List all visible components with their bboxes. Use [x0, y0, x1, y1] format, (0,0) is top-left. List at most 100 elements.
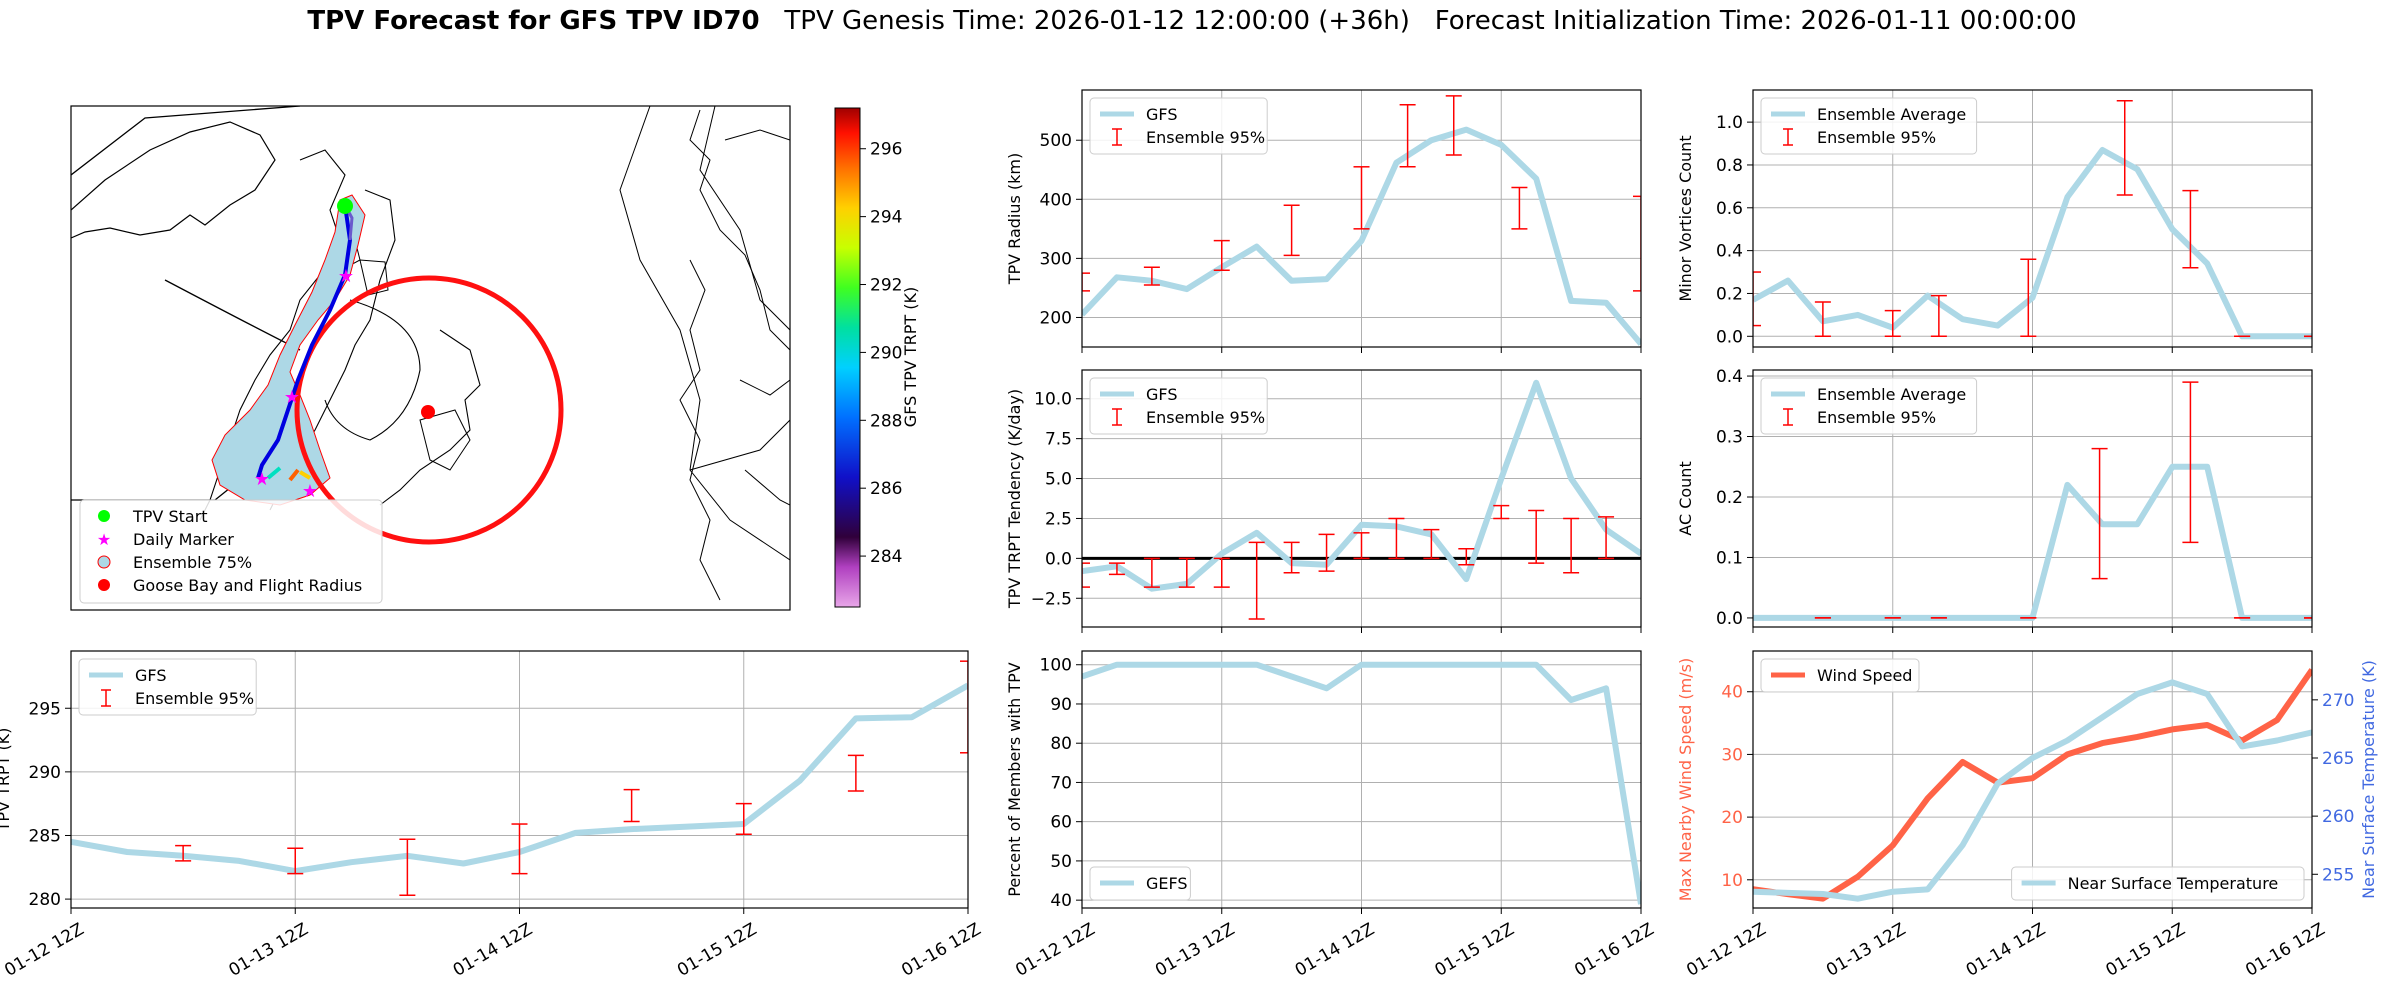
- y-tick-label: 200: [1040, 308, 1072, 328]
- y-tick-label: 70: [1050, 773, 1072, 793]
- legend-label: Wind Speed: [1817, 666, 1912, 685]
- colorbar-tick-label: 284: [870, 547, 902, 567]
- y-tick-label: 0.3: [1716, 428, 1743, 448]
- y-axis-label: TPV TRPT (K): [0, 728, 13, 833]
- y-axis-label: TPV TRPT Tendency (K/day): [1005, 389, 1024, 609]
- plot-area: [1082, 95, 1641, 346]
- plot-area: [1753, 381, 2312, 621]
- gfs-track: [256, 204, 353, 479]
- legend-label: Ensemble Average: [1817, 385, 1966, 404]
- y-axis-label: TPV Radius (km): [1005, 153, 1024, 286]
- trpt-chart: 01-12 12Z 01-13 12Z 01-14 12Z 01-15 12Z 01-1…: [0, 650, 985, 981]
- x-tick-label: 01-12 12Z: [1683, 919, 1769, 980]
- map-legend: TPV Start ★ Daily Marker Ensemble 75% Go…: [79, 499, 383, 604]
- x-tick-label: 01-13 12Z: [225, 919, 311, 980]
- ensemble-track: [266, 466, 282, 480]
- y-tick-label: 10: [1721, 871, 1743, 891]
- daily-marker: ★: [254, 469, 270, 490]
- axes-frame: [70, 650, 969, 909]
- legend-star-icon: ★: [97, 530, 111, 549]
- series-line: [1082, 661, 1641, 905]
- wind-speed-line: [1753, 668, 2312, 902]
- axes-frame: [1081, 89, 1642, 348]
- colorbar-tick-label: 292: [870, 276, 902, 296]
- y-tick-label: 0.6: [1716, 199, 1743, 219]
- newfoundland-coast: [419, 409, 471, 471]
- y-right-tick-label: 270: [2322, 691, 2354, 711]
- members-chart: 01-12 12Z 01-13 12Z 01-14 12Z 01-15 12Z 01-1…: [1005, 650, 1658, 981]
- legend-label: Ensemble 75%: [133, 553, 252, 572]
- legend-tpv-start-icon: [98, 510, 110, 522]
- x-tick-label: 01-12 12Z: [1012, 919, 1098, 980]
- y-tick-label: 0.2: [1716, 488, 1743, 508]
- y-tick-label: 40: [1721, 683, 1743, 703]
- ensemble-track: [288, 468, 300, 482]
- y-tick-label: −2.5: [1031, 589, 1072, 609]
- map-panel: ★ ★ ★ ★ TPV Start ★ Daily Marker Ensembl…: [70, 105, 920, 611]
- border-line: [699, 106, 790, 331]
- colorbar: 284 286 288 290 292 294 296 GFS TPV TRPT (K): [834, 107, 920, 608]
- y-tick-label: 295: [29, 699, 61, 719]
- labrador-coast: [379, 329, 481, 506]
- legend-label: TPV Start: [132, 507, 208, 526]
- legend-frame: [1760, 97, 1978, 155]
- y-tick-label: 60: [1050, 813, 1072, 833]
- radius-chart: 200 300 400 500 TPV Radius (km) GFS Ensemble 9…: [1005, 89, 1642, 353]
- legend-label: Goose Bay and Flight Radius: [133, 576, 362, 595]
- plot-area: [1082, 661, 1641, 905]
- colorbar-tick-label: 296: [870, 140, 902, 160]
- y-tick-label: 5.0: [1045, 470, 1072, 490]
- figure-title: TPV Forecast for GFS TPV ID70 TPV Genesi…: [0, 6, 2384, 36]
- legend-frame: [78, 658, 257, 716]
- legend-label: Ensemble 95%: [1817, 408, 1936, 427]
- legend-label: Daily Marker: [133, 530, 234, 549]
- series-line: [1082, 379, 1641, 592]
- europe-coast: [679, 259, 721, 601]
- x-tick-label: 01-16 12Z: [898, 919, 984, 980]
- x-tick-label: 01-15 12Z: [1431, 919, 1517, 980]
- x-tick-label: 01-12 12Z: [1, 919, 87, 980]
- legend-ensemble-icon: [97, 555, 111, 569]
- legend-label: Ensemble 95%: [1817, 128, 1936, 147]
- series-line: [1753, 147, 2312, 340]
- axes-frame: [1752, 89, 2313, 348]
- y-tick-label: 280: [29, 890, 61, 910]
- legend-frame: [1760, 377, 1978, 435]
- y-tick-label: 285: [29, 826, 61, 846]
- colorbar-tick-label: 294: [870, 208, 902, 228]
- legend-label: Ensemble 95%: [1146, 408, 1265, 427]
- y-tick-label: 100: [1040, 656, 1072, 676]
- legend-label: Ensemble 95%: [1146, 128, 1265, 147]
- border-line: [71, 106, 301, 176]
- temperature-line: [1753, 679, 2312, 902]
- y-tick-label: 1.0: [1716, 113, 1743, 133]
- x-tick-label: 01-16 12Z: [1571, 919, 1657, 980]
- y-right-axis-label: Near Surface Temperature (K): [2359, 660, 2378, 899]
- y-tick-label: 290: [29, 763, 61, 783]
- axes-frame: [1081, 369, 1642, 628]
- y-axis-label: Minor Vortices Count: [1676, 135, 1695, 301]
- x-tick-label: 01-15 12Z: [2102, 919, 2188, 980]
- legend-frame: [1760, 658, 1920, 693]
- legend-goose-bay-icon: [98, 579, 110, 591]
- y-tick-label: 50: [1050, 852, 1072, 872]
- x-tick-label: 01-16 12Z: [2242, 919, 2328, 980]
- daily-marker: ★: [338, 266, 354, 287]
- legend-frame: [1089, 377, 1268, 435]
- x-tick-label: 01-13 12Z: [1823, 919, 1909, 980]
- europe-coast: [739, 379, 790, 396]
- x-tick-label: 01-14 12Z: [1963, 919, 2049, 980]
- plot-area: [1753, 99, 2312, 340]
- europe-coast: [744, 469, 790, 506]
- colorbar-tick-label: 290: [870, 343, 902, 363]
- y-tick-label: 10.0: [1034, 390, 1072, 410]
- colorbar-gradient: [834, 107, 861, 608]
- daily-marker: ★: [302, 481, 318, 502]
- colorbar-ticks: 284 286 288 290 292 294 296: [860, 140, 902, 567]
- border-line: [689, 419, 790, 471]
- island-coast: [359, 259, 389, 296]
- legend-frame: [1089, 866, 1191, 901]
- y-tick-label: 90: [1050, 695, 1072, 715]
- y-tick-label: 0.4: [1716, 242, 1743, 262]
- legend-label: GFS: [135, 666, 166, 685]
